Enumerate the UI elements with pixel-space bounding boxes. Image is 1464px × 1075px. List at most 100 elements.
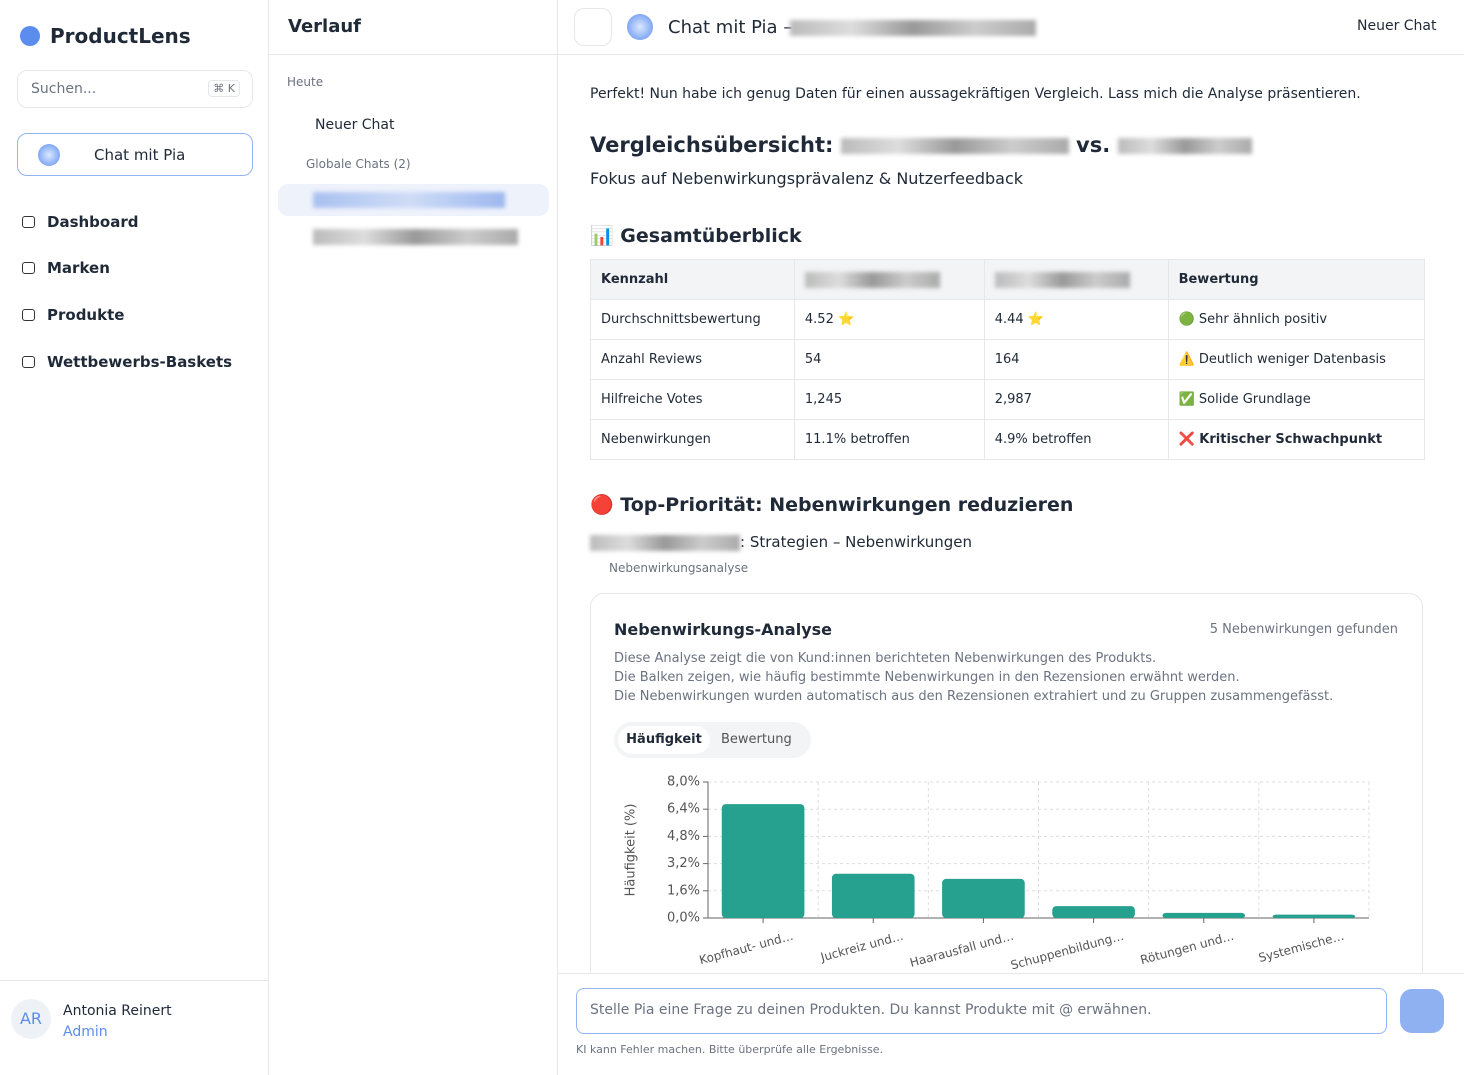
nav-item[interactable]: Dashboard [22,213,138,231]
cell: ✅ Solide Grundlage [1167,379,1426,420]
nav-label: Dashboard [47,213,139,231]
user-name: Antonia Reinert [63,1003,172,1019]
cell: 4.52 ⭐ [793,299,985,340]
new-chat-button[interactable]: Neuer Chat [1357,18,1437,34]
nav-item[interactable]: Marken [22,259,110,277]
nav-item[interactable]: Wettbewerbs-Baskets [22,353,232,371]
tab-active[interactable]: Häufigkeit [618,726,710,754]
description-line: Die Balken zeigen, wie häufig bestimmte … [614,670,1240,685]
analysis-card: Nebenwirkungs-Analyse 5 Nebenwirkungen g… [590,593,1423,973]
cell: 164 [983,339,1169,380]
blurred-title [790,20,1036,36]
bar [1162,912,1246,918]
x-tick-label: Systemische… [1257,929,1346,965]
heading: Vergleichsübersicht: vs. [590,133,1252,157]
tool-link[interactable]: Nebenwirkungsanalyse [609,561,749,575]
nav-label: Wettbewerbs-Baskets [47,353,233,371]
divider [269,54,557,55]
x-tick-label: Rötungen und… [1139,929,1236,967]
description-line: Die Nebenwirkungen wurden automatisch au… [614,689,1334,704]
cell: 4.44 ⭐ [983,299,1169,340]
comparison-table: Kennzahl Bewertung Durchschnittsbewertung 4… [590,259,1426,460]
chat-button[interactable]: Chat mit Pia [17,133,253,176]
header-cell: Bewertung [1167,259,1426,300]
x-tick-label: Haarausfall und… [908,929,1015,970]
heading-text: Vergleichsübersicht: [590,133,834,157]
cell: 4.9% betroffen [983,419,1169,460]
history-item[interactable] [313,229,518,245]
sidebar: ProductLens Suchen... ⌘ K Chat mit Pia D… [0,0,269,1075]
user-role: Admin [63,1024,108,1040]
bar [1052,906,1135,918]
cell: 2,987 [983,379,1169,420]
table-row: Anzahl Reviews 54 164 ⚠️ Deutlich weniger D… [590,339,1426,380]
messages: Perfekt! Nun habe ich genug Daten für ei… [558,55,1464,973]
description-line: Diese Analyse zeigt die von Kund:innen b… [614,651,1157,666]
x-tick-label: Juckreiz und… [818,929,905,965]
search-placeholder: Suchen... [31,81,97,97]
cell: ❌ Kritischer Schwachpunkt [1167,419,1426,460]
tab[interactable]: Bewertung [721,732,792,747]
divider [558,54,1464,55]
nav-label: Produkte [47,306,125,324]
strategy: : Strategien – Nebenwirkungen [590,533,972,551]
table-row: Hilfreiche Votes 1,245 2,987 ✅ Solide Grund… [590,379,1426,420]
cell: Hilfreiche Votes [590,379,795,420]
header-cell [983,259,1169,300]
brand: ProductLens [50,24,191,48]
divider [0,980,268,981]
vs: vs. [1076,133,1111,157]
y-tick-label: 0,0% [667,911,700,926]
section-title: 📊 Gesamtüberblick [590,225,802,247]
history-item-active[interactable] [278,184,549,216]
cell: Durchschnittsbewertung [590,299,795,340]
composer-input[interactable]: Stelle Pia eine Frage zu deinen Produkte… [576,988,1387,1034]
card-title: Nebenwirkungs-Analyse [614,620,832,639]
avatar [627,14,653,40]
nav-label: Marken [47,259,110,277]
avatar [38,144,60,166]
table-row: Durchschnittsbewertung 4.52 ⭐ 4.44 ⭐ 🟢 Sehr… [590,299,1426,340]
cell: 🟢 Sehr ähnlich positiv [1167,299,1426,340]
nav-item[interactable]: Produkte [22,306,124,324]
send-button[interactable] [1400,989,1444,1033]
y-tick-label: 6,4% [667,802,700,817]
search[interactable]: Suchen... ⌘ K [17,70,253,108]
section-title: 🔴 Top-Priorität: Nebenwirkungen reduzier… [590,494,1074,516]
chat-title: Chat mit Pia – [668,17,793,38]
user-initials: AR [11,999,51,1039]
cell: 11.1% betroffen [793,419,985,460]
x-tick-label: Schuppenbildung… [1009,929,1125,973]
header-cell: Kennzahl [590,259,795,300]
cell: 1,245 [793,379,985,420]
bar [942,878,1025,918]
chat-button-label: Chat mit Pia [94,146,186,164]
strategy-text: : Strategien – Nebenwirkungen [740,533,972,551]
disclaimer: KI kann Fehler machen. Bitte überprüfe a… [576,1043,884,1056]
chart: Häufigkeit (%) 0,0% 1,6% 3,2% 4,8% 6,4% 8,0% Ko… [624,775,1370,973]
header-cell [793,259,985,300]
cell: 54 [793,339,985,380]
section-label: Heute [287,75,324,89]
intro: Perfekt! Nun habe ich genug Daten für ei… [590,86,1361,102]
card-count: 5 Nebenwirkungen gefunden [1209,622,1398,637]
table-header: Kennzahl Bewertung [590,259,1426,300]
toggle-button[interactable] [574,8,612,46]
bar [1272,914,1356,918]
logo [20,26,40,46]
cell: ⚠️ Deutlich weniger Datenbasis [1167,339,1426,380]
tabs: Häufigkeit Bewertung [614,722,811,758]
global-chats[interactable]: Globale Chats (2) [306,157,411,171]
bar [721,804,805,918]
subheading: Fokus auf Nebenwirkungsprävalenz & Nutze… [590,169,1024,188]
divider [558,973,1464,974]
y-tick-label: 4,8% [667,829,700,844]
y-tick-label: 8,0% [667,775,700,790]
chat-panel: Chat mit Pia – Neuer Chat Perfekt! Nun h… [558,0,1464,1075]
new-chat[interactable]: Neuer Chat [315,117,395,133]
cell: Nebenwirkungen [590,419,795,460]
history-title: Verlauf [288,16,361,37]
bar [831,873,915,918]
